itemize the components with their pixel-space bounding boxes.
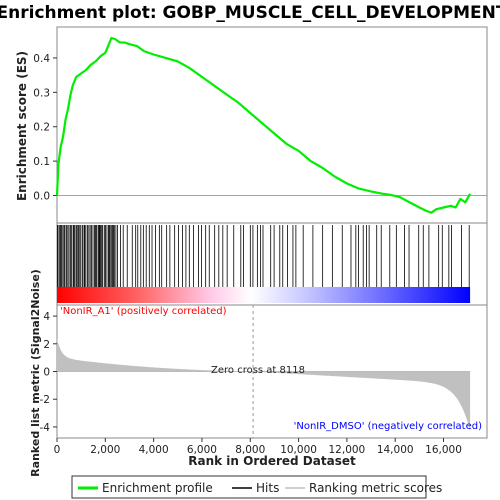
rank-color-bar (57, 287, 471, 303)
es-y-tick-label: 0.0 (33, 190, 50, 202)
metric-layer: 4 2 0 -2 -4 (40, 305, 471, 438)
legend-enrichment-label: Enrichment profile (102, 481, 213, 495)
es-panel-frame (56, 26, 488, 224)
metric-y-tick-label: -4 (40, 422, 51, 434)
x-tick-label: 6,000 (187, 444, 217, 456)
x-axis-label: Rank in Ordered Dataset (188, 454, 356, 468)
x-tick-label: 0 (54, 444, 61, 456)
zero-cross-label: Zero cross at 8118 (211, 365, 305, 376)
positive-correlation-label: 'NonIR_A1' (positively correlated) (60, 306, 227, 317)
metric-y-tick-label: -2 (40, 394, 50, 406)
x-tick-label: 14,000 (377, 444, 414, 456)
x-tick-label: 4,000 (139, 444, 169, 456)
legend-metric-label: Ranking metric scores (309, 481, 442, 495)
metric-y-axis-label: Ranked list metric (Signal2Noise) (29, 269, 42, 477)
legend-hits-label: Hits (256, 481, 279, 495)
x-tick-label: 10,000 (280, 444, 317, 456)
es-y-tick-label: 0.1 (33, 156, 50, 168)
es-y-tick-label: 0.2 (33, 122, 50, 134)
metric-y-tick-label: 0 (43, 367, 50, 379)
legend-box (71, 475, 427, 499)
es-layer: 0.0 0.1 0.2 0.3 0.4 (33, 36, 487, 214)
metric-y-tick-label: 4 (43, 311, 50, 323)
x-tick-label: 12,000 (329, 444, 366, 456)
x-tick-label: 8,000 (235, 444, 265, 456)
enrichment-profile-line (55, 36, 472, 214)
metric-y-tick-label: 2 (43, 339, 50, 351)
es-y-tick-label: 0.3 (33, 87, 50, 99)
chart-title: Enrichment plot: GOBP_MUSCLE_CELL_DEVELO… (0, 3, 500, 23)
hits-layer (57, 225, 471, 303)
x-axis-ticks: 0 2,000 4,000 6,000 8,000 10,000 12,000 14,000 1… (54, 438, 462, 456)
x-tick-label: 16,000 (425, 444, 462, 456)
negative-correlation-label: 'NonIR_DMSO' (negatively correlated) (294, 421, 482, 432)
x-tick-label: 2,000 (90, 444, 120, 456)
es-y-axis-label: Enrichment score (ES) (15, 51, 29, 201)
es-y-tick-label: 0.4 (33, 53, 50, 65)
